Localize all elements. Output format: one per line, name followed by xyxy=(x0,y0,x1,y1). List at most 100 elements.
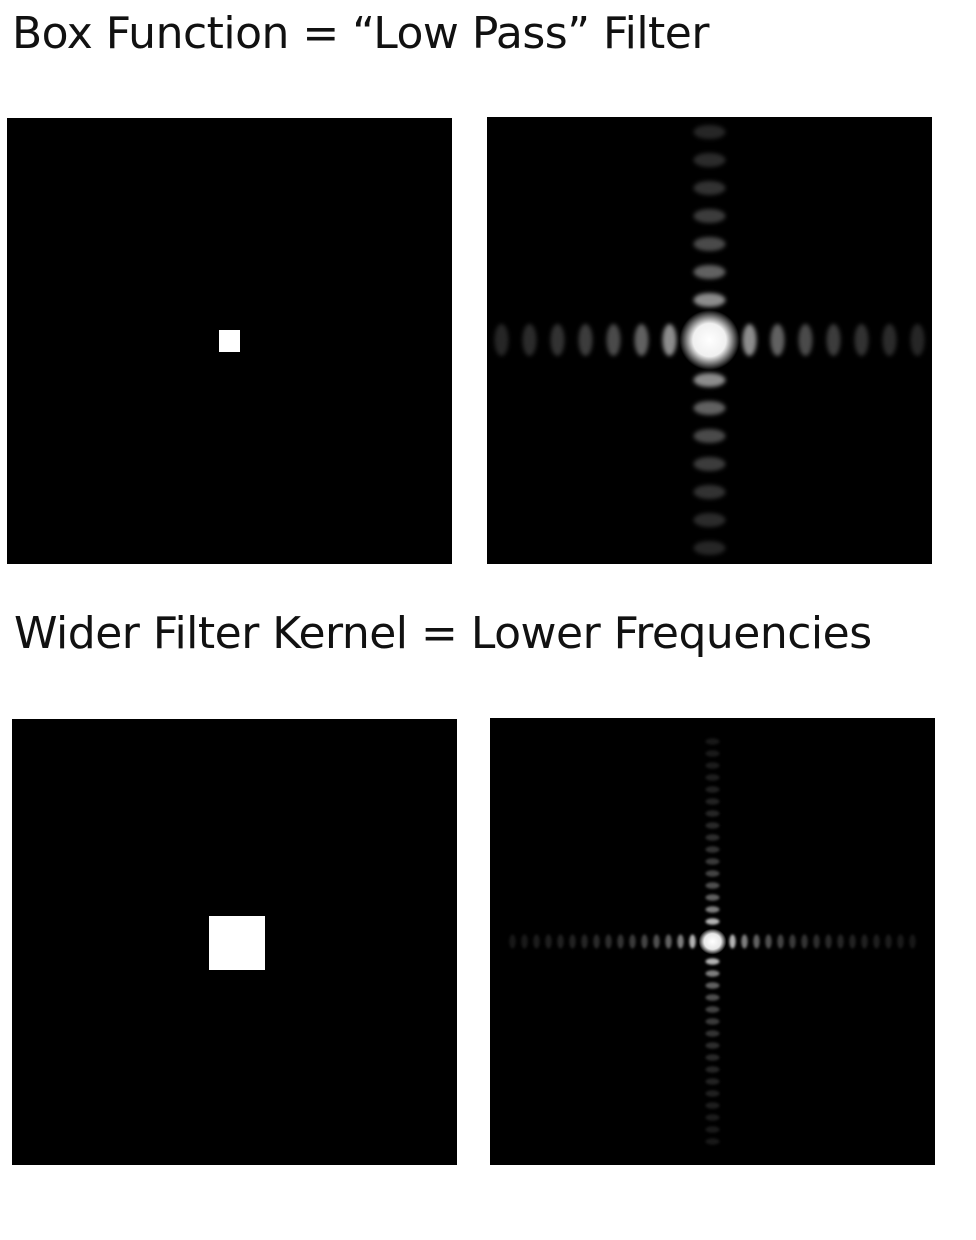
narrow-spectrum-vertical-side-lobe xyxy=(693,401,726,415)
wide-spectrum-vertical-side-lobe xyxy=(705,762,720,769)
wide-spectrum-vertical-side-lobe xyxy=(705,1090,720,1097)
wide-spectrum-vertical-side-lobe xyxy=(705,822,720,829)
wide-spectrum-vertical-side-lobe xyxy=(705,1138,720,1145)
wide-spectrum-vertical-side-lobe xyxy=(705,1042,720,1049)
wide-spectrum-horizontal-side-lobe xyxy=(629,934,636,949)
heading-wider-kernel-lower-frequencies: Wider Filter Kernel = Lower Frequencies xyxy=(14,608,872,659)
narrow-spectrum-horizontal-side-lobe xyxy=(578,324,593,356)
wide-spectrum-horizontal-side-lobe xyxy=(545,934,552,949)
wide-spectrum-horizontal-side-lobe xyxy=(789,934,796,949)
wide-spectrum-vertical-side-lobe xyxy=(705,958,720,965)
wide-spectrum-horizontal-side-lobe xyxy=(765,934,772,949)
narrow-spectrum-central-lobe xyxy=(679,310,740,370)
narrow-spectrum-horizontal-side-lobe xyxy=(662,324,677,356)
wide-spectrum-horizontal-side-lobe xyxy=(729,934,736,949)
wide-spectrum-horizontal-side-lobe xyxy=(509,934,516,949)
wide-box-shape xyxy=(209,916,265,970)
narrow-spectrum-vertical-side-lobe xyxy=(693,237,726,251)
narrow-spectrum-horizontal-side-lobe xyxy=(606,324,621,356)
wide-spectrum-horizontal-side-lobe xyxy=(837,934,844,949)
wide-spectrum-horizontal-side-lobe xyxy=(777,934,784,949)
wide-spectrum-horizontal-side-lobe xyxy=(665,934,672,949)
narrow-box-spectrum-image xyxy=(487,117,932,564)
wide-spectrum-horizontal-side-lobe xyxy=(861,934,868,949)
wide-spectrum-vertical-side-lobe xyxy=(705,774,720,781)
wide-spectrum-horizontal-side-lobe xyxy=(617,934,624,949)
wide-spectrum-vertical-side-lobe xyxy=(705,906,720,913)
narrow-spectrum-horizontal-side-lobe xyxy=(494,324,509,356)
wide-spectrum-vertical-side-lobe xyxy=(705,1018,720,1025)
narrow-spectrum-horizontal-side-lobe xyxy=(770,324,785,356)
wide-spectrum-vertical-side-lobe xyxy=(705,1102,720,1109)
narrow-box-shape xyxy=(219,330,240,352)
wide-spectrum-horizontal-side-lobe xyxy=(689,934,696,949)
wide-box-spectrum-plot xyxy=(509,738,916,1145)
narrow-spectrum-horizontal-side-lobe xyxy=(522,324,537,356)
narrow-spectrum-vertical-side-lobe xyxy=(693,457,726,471)
wide-spectrum-vertical-side-lobe xyxy=(705,982,720,989)
wide-spectrum-horizontal-side-lobe xyxy=(873,934,880,949)
wide-spectrum-vertical-side-lobe xyxy=(705,738,720,745)
narrow-spectrum-vertical-side-lobe xyxy=(693,125,726,139)
narrow-spectrum-horizontal-side-lobe xyxy=(854,324,869,356)
wide-spectrum-vertical-side-lobe xyxy=(705,798,720,805)
narrow-spectrum-horizontal-side-lobe xyxy=(550,324,565,356)
wide-spectrum-horizontal-side-lobe xyxy=(521,934,528,949)
wide-spectrum-horizontal-side-lobe xyxy=(581,934,588,949)
narrow-box-function-image xyxy=(7,118,452,564)
narrow-spectrum-vertical-side-lobe xyxy=(693,265,726,279)
wide-spectrum-vertical-side-lobe xyxy=(705,834,720,841)
wide-spectrum-vertical-side-lobe xyxy=(705,894,720,901)
wide-spectrum-vertical-side-lobe xyxy=(705,1054,720,1061)
narrow-spectrum-vertical-side-lobe xyxy=(693,541,726,555)
narrow-spectrum-horizontal-side-lobe xyxy=(826,324,841,356)
wide-spectrum-vertical-side-lobe xyxy=(705,882,720,889)
wide-spectrum-horizontal-side-lobe xyxy=(533,934,540,949)
narrow-spectrum-vertical-side-lobe xyxy=(693,513,726,527)
wide-spectrum-vertical-side-lobe xyxy=(705,970,720,977)
wide-spectrum-vertical-side-lobe xyxy=(705,994,720,1001)
wide-spectrum-central-lobe xyxy=(698,928,727,955)
heading-box-function-low-pass: Box Function = “Low Pass” Filter xyxy=(12,8,709,59)
narrow-spectrum-horizontal-side-lobe xyxy=(798,324,813,356)
wide-spectrum-vertical-side-lobe xyxy=(705,858,720,865)
narrow-spectrum-vertical-side-lobe xyxy=(693,373,726,387)
narrow-spectrum-vertical-side-lobe xyxy=(693,181,726,195)
wide-spectrum-horizontal-side-lobe xyxy=(909,934,916,949)
wide-spectrum-horizontal-side-lobe xyxy=(813,934,820,949)
wide-spectrum-horizontal-side-lobe xyxy=(885,934,892,949)
wide-spectrum-horizontal-side-lobe xyxy=(653,934,660,949)
wide-box-function-image xyxy=(12,719,457,1165)
wide-spectrum-horizontal-side-lobe xyxy=(677,934,684,949)
wide-spectrum-horizontal-side-lobe xyxy=(741,934,748,949)
wide-spectrum-horizontal-side-lobe xyxy=(753,934,760,949)
wide-spectrum-vertical-side-lobe xyxy=(705,810,720,817)
narrow-spectrum-horizontal-side-lobe xyxy=(882,324,897,356)
wide-spectrum-vertical-side-lobe xyxy=(705,1126,720,1133)
narrow-spectrum-vertical-side-lobe xyxy=(693,153,726,167)
narrow-box-spectrum-plot xyxy=(494,125,925,555)
wide-spectrum-horizontal-side-lobe xyxy=(593,934,600,949)
wide-spectrum-vertical-side-lobe xyxy=(705,1114,720,1121)
wide-spectrum-vertical-side-lobe xyxy=(705,1066,720,1073)
wide-spectrum-vertical-side-lobe xyxy=(705,750,720,757)
wide-spectrum-vertical-side-lobe xyxy=(705,1030,720,1037)
narrow-spectrum-horizontal-side-lobe xyxy=(742,324,757,356)
wide-spectrum-vertical-side-lobe xyxy=(705,1078,720,1085)
wide-spectrum-vertical-side-lobe xyxy=(705,870,720,877)
wide-spectrum-horizontal-side-lobe xyxy=(569,934,576,949)
narrow-spectrum-vertical-side-lobe xyxy=(693,293,726,307)
wide-box-spectrum-image xyxy=(490,718,935,1165)
narrow-spectrum-horizontal-side-lobe xyxy=(910,324,925,356)
narrow-spectrum-horizontal-side-lobe xyxy=(634,324,649,356)
narrow-spectrum-vertical-side-lobe xyxy=(693,209,726,223)
narrow-spectrum-vertical-side-lobe xyxy=(693,429,726,443)
wide-spectrum-horizontal-side-lobe xyxy=(557,934,564,949)
wide-spectrum-vertical-side-lobe xyxy=(705,918,720,925)
wide-spectrum-horizontal-side-lobe xyxy=(825,934,832,949)
wide-spectrum-horizontal-side-lobe xyxy=(897,934,904,949)
wide-spectrum-horizontal-side-lobe xyxy=(605,934,612,949)
wide-spectrum-horizontal-side-lobe xyxy=(801,934,808,949)
wide-spectrum-horizontal-side-lobe xyxy=(641,934,648,949)
wide-spectrum-vertical-side-lobe xyxy=(705,1006,720,1013)
